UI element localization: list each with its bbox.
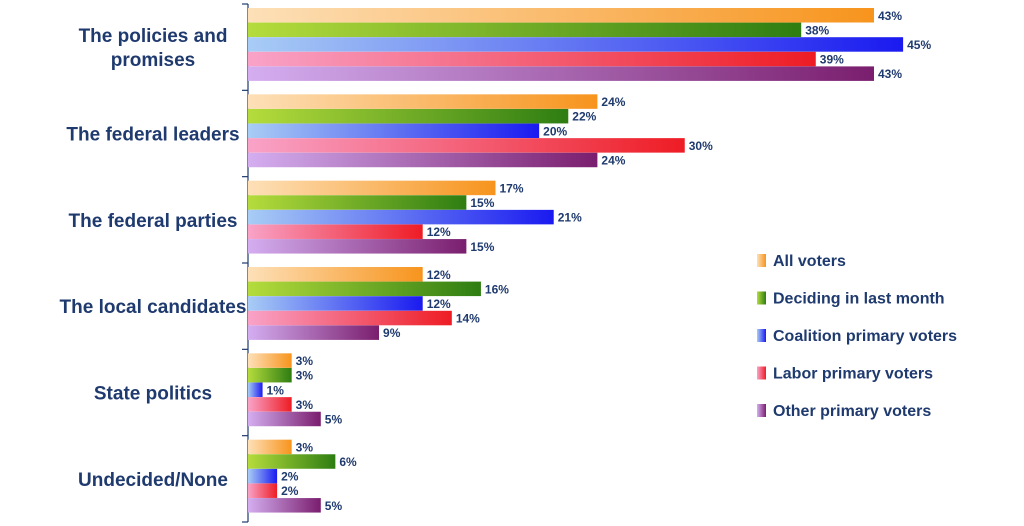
bar xyxy=(248,239,467,254)
category-label: State politics xyxy=(94,384,212,405)
category-label: The local candidates xyxy=(60,297,247,318)
bar xyxy=(248,66,874,81)
legend-item: Other primary voters xyxy=(757,403,931,420)
category-label: The policies and promises xyxy=(79,26,228,71)
data-label: 45% xyxy=(907,38,931,52)
bar xyxy=(248,468,278,484)
data-label: 2% xyxy=(281,470,299,484)
legend-label: All voters xyxy=(773,253,846,270)
data-label: 22% xyxy=(572,110,596,124)
data-label: 2% xyxy=(281,484,299,498)
bar xyxy=(248,152,598,168)
legend-label: Labor primary voters xyxy=(773,366,933,383)
bar xyxy=(248,267,423,282)
data-label: 43% xyxy=(878,9,902,23)
legend-swatch xyxy=(757,404,766,417)
data-label: 5% xyxy=(325,499,343,513)
data-label: 43% xyxy=(878,67,902,81)
legend-label: Other primary voters xyxy=(773,403,931,420)
bar xyxy=(248,411,321,427)
data-label: 21% xyxy=(558,211,582,225)
data-label: 3% xyxy=(296,369,314,383)
data-label: 38% xyxy=(805,23,829,37)
data-label: 9% xyxy=(383,326,401,340)
bars xyxy=(248,8,904,513)
bar xyxy=(248,454,336,469)
bar xyxy=(248,325,380,340)
data-label: 3% xyxy=(296,398,314,412)
legend: All voters Deciding in last month Coalitio… xyxy=(757,253,957,420)
legend-item: Deciding in last month xyxy=(757,291,945,308)
bar xyxy=(248,367,292,383)
data-label: 12% xyxy=(427,225,451,239)
bar xyxy=(248,138,685,153)
bar xyxy=(248,209,554,225)
legend-item: Labor primary voters xyxy=(757,366,933,383)
category-axis xyxy=(242,3,249,523)
bar xyxy=(248,8,874,23)
bar xyxy=(248,498,321,513)
data-label: 15% xyxy=(470,196,494,210)
legend-swatch xyxy=(757,329,766,342)
legend-item: All voters xyxy=(757,253,846,270)
data-label: 12% xyxy=(427,297,451,311)
data-label: 16% xyxy=(485,282,509,296)
data-label: 5% xyxy=(325,412,343,426)
legend-swatch xyxy=(757,291,766,305)
bar xyxy=(248,296,423,311)
data-label: 12% xyxy=(427,268,451,282)
bar xyxy=(248,37,904,52)
legend-item: Coalition primary voters xyxy=(757,328,957,345)
data-label: 6% xyxy=(339,455,357,469)
data-label: 1% xyxy=(267,383,285,397)
bar xyxy=(248,51,816,67)
category-label: The federal leaders xyxy=(66,125,239,146)
data-label: 15% xyxy=(470,240,494,254)
data-label: 24% xyxy=(601,153,625,167)
bar xyxy=(248,439,292,455)
bar xyxy=(248,353,292,368)
bar xyxy=(248,195,467,210)
bar xyxy=(248,281,481,297)
category-labels: The policies and promises The federal lead… xyxy=(60,26,247,491)
data-label: 17% xyxy=(499,181,523,195)
data-label: 3% xyxy=(296,354,314,368)
bar xyxy=(248,397,292,412)
bar xyxy=(248,123,540,139)
data-label: 14% xyxy=(456,312,480,326)
bar xyxy=(248,224,423,239)
bar xyxy=(248,382,263,398)
bar xyxy=(248,108,569,124)
data-label: 39% xyxy=(820,53,844,67)
bar xyxy=(248,310,452,326)
bar xyxy=(248,94,598,109)
data-label: 24% xyxy=(601,95,625,109)
legend-swatch xyxy=(757,366,766,380)
category-label: The federal parties xyxy=(69,211,238,232)
value-labels: 43% 38% 45% 39% 43% 24% 22% 20% 30% 24% 17% 15% 21% 1… xyxy=(267,9,932,513)
bar xyxy=(248,180,496,196)
legend-label: Coalition primary voters xyxy=(773,328,957,345)
bar xyxy=(248,483,278,498)
legend-label: Deciding in last month xyxy=(773,291,945,308)
bar xyxy=(248,22,802,38)
data-label: 20% xyxy=(543,124,567,138)
legend-swatch xyxy=(757,254,766,267)
category-label: Undecided/None xyxy=(78,470,228,491)
data-label: 30% xyxy=(689,139,713,153)
data-label: 3% xyxy=(296,440,314,454)
